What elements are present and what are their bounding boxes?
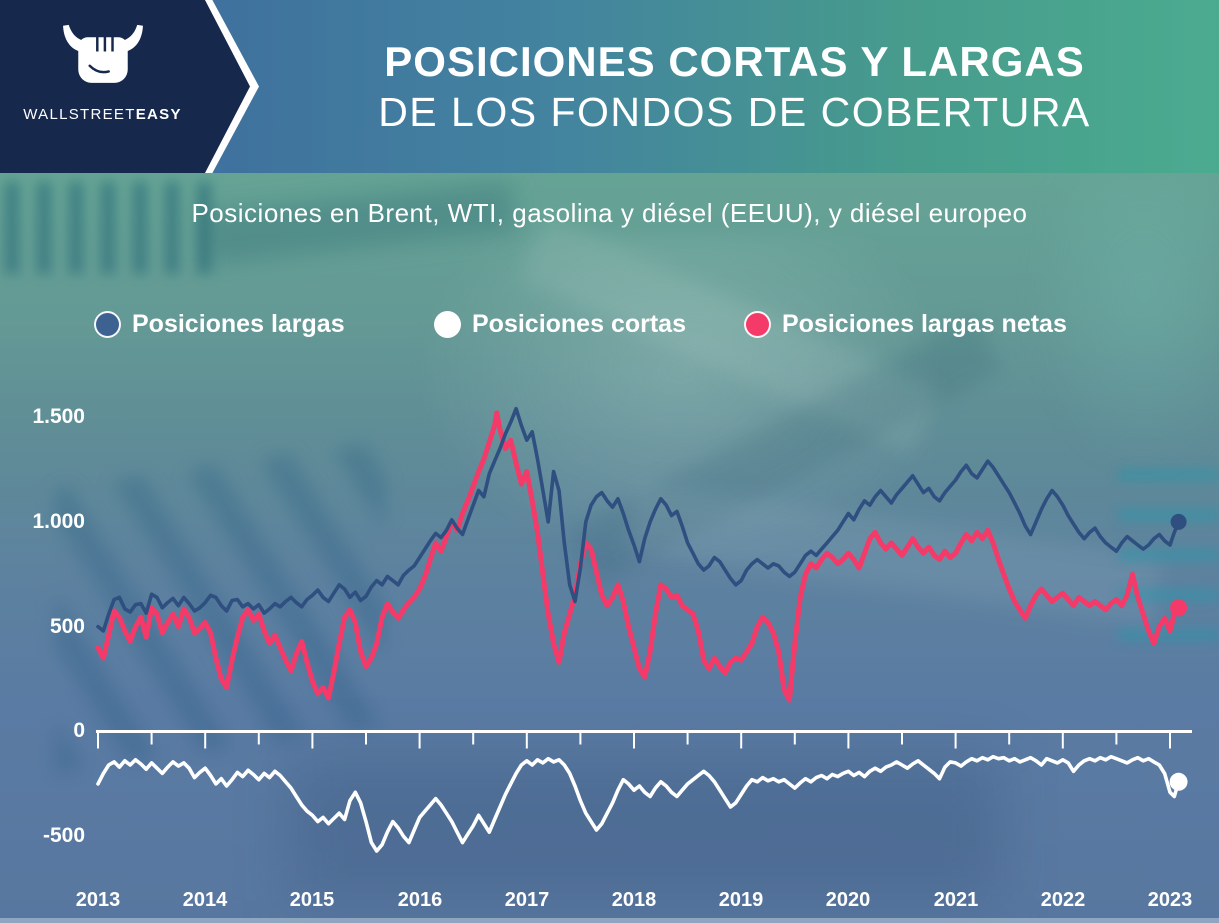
y-axis-label-1500: 1.500 [32, 405, 85, 428]
logo-chevron-panel [0, 0, 250, 173]
x-axis-label-2015: 2015 [289, 889, 335, 911]
page-title-line1: POSICIONES CORTAS Y LARGAS [384, 37, 1085, 85]
x-axis-label-2021: 2021 [933, 889, 979, 911]
header-titles: POSICIONES CORTAS Y LARGAS DE LOS FONDOS… [250, 0, 1219, 173]
legend-item-largas-netas: Posiciones largas netas [744, 310, 1067, 339]
legend-item-largas: Posiciones largas [94, 310, 345, 339]
brand-name: WALLSTREETEASY [0, 106, 205, 123]
x-axis-label-2016: 2016 [397, 889, 443, 911]
page-title-line2: DE LOS FONDOS DE COBERTURA [378, 89, 1091, 136]
x-axis-label-2017: 2017 [504, 889, 550, 911]
brand-name-light: WALLSTREET [23, 106, 136, 123]
x-axis-label-2018: 2018 [611, 889, 657, 911]
header-banner: WALLSTREETEASY POSICIONES CORTAS Y LARGA… [0, 0, 1219, 173]
legend-item-cortas: Posiciones cortas [434, 310, 686, 339]
legend-label-largas: Posiciones largas [132, 310, 345, 338]
y-axis-label-0: 0 [73, 719, 85, 742]
x-axis-label-2014: 2014 [182, 889, 228, 911]
x-axis-label-2023: 2023 [1147, 889, 1193, 911]
legend-label-largas-netas: Posiciones largas netas [782, 310, 1067, 338]
legend-label-cortas: Posiciones cortas [472, 310, 686, 338]
y-axis-label-1000: 1.000 [32, 510, 85, 533]
chart-subtitle: Posiciones en Brent, WTI, gasolina y dié… [191, 198, 1028, 228]
x-axis-label-2020: 2020 [825, 889, 871, 911]
bull-fist-icon [62, 24, 143, 83]
brand-name-bold: EASY [135, 106, 182, 123]
x-axis-label-2013: 2013 [75, 889, 121, 911]
brand-logo: WALLSTREETEASY [0, 22, 205, 123]
legend-dot-largas [94, 311, 121, 338]
x-axis-label-2022: 2022 [1040, 889, 1086, 911]
legend-dot-largas-netas [744, 311, 771, 338]
y-axis-label-neg500: -500 [42, 824, 85, 847]
x-axis-label-2019: 2019 [718, 889, 764, 911]
legend-dot-cortas [434, 311, 461, 338]
y-axis-label-500: 500 [49, 615, 85, 638]
